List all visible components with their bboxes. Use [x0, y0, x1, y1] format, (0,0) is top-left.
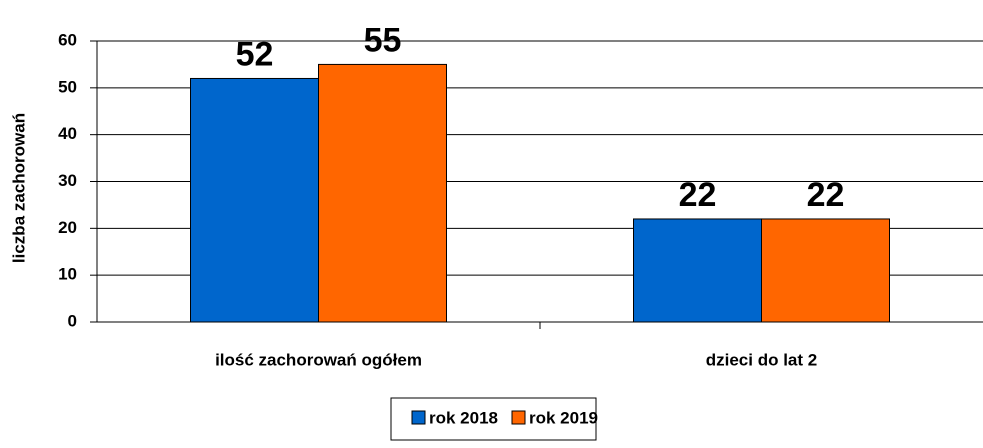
y-tick-label: 40: [58, 124, 77, 143]
data-label: 55: [364, 21, 402, 59]
y-tick-label: 60: [58, 30, 77, 49]
bar: [318, 63, 447, 323]
data-label: 52: [236, 35, 274, 73]
bar: [633, 218, 762, 323]
y-tick-label: 0: [68, 311, 77, 330]
legend-label: rok 2018: [429, 408, 498, 427]
legend-swatch: [511, 410, 526, 425]
bar: [190, 77, 319, 323]
x-tick-label: dzieci do lat 2: [706, 350, 817, 369]
legend: rok 2018 rok 2019: [390, 397, 598, 441]
y-tick-label: 10: [58, 265, 77, 284]
legend-label: rok 2019: [529, 408, 598, 427]
x-tick-label: ilość zachorowań ogółem: [215, 350, 422, 369]
data-label: 22: [679, 176, 717, 214]
legend-swatch: [411, 410, 426, 425]
y-axis-label: liczba zachorowań: [9, 113, 28, 263]
y-tick-label: 50: [58, 77, 77, 96]
bar: [761, 218, 890, 323]
data-label: 22: [807, 176, 845, 214]
y-tick-label: 20: [58, 218, 77, 237]
y-tick-label: 30: [58, 171, 77, 190]
